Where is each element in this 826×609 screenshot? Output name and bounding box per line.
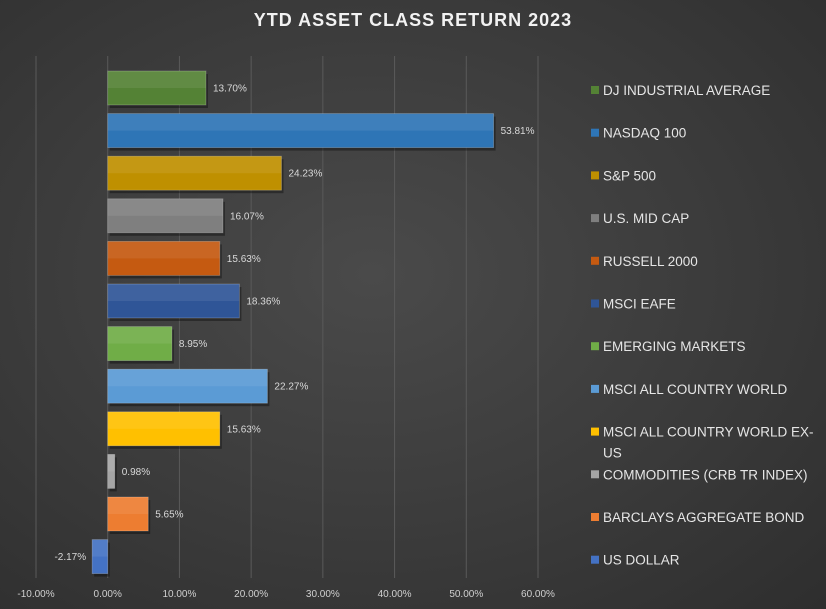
x-tick-label: 20.00%	[234, 589, 268, 600]
legend-item: EMERGING MARKETS	[603, 339, 746, 354]
bar	[91, 539, 109, 574]
legend-item: U.S. MID CAP	[603, 211, 689, 226]
data-label: 5.65%	[155, 510, 183, 521]
legend: DJ INDUSTRIAL AVERAGE NASDAQ 100 S&P 500 U.…	[591, 83, 814, 568]
bar	[107, 326, 173, 362]
bar	[107, 283, 240, 319]
x-tick-label: 30.00%	[306, 589, 340, 600]
legend-swatch	[591, 128, 599, 137]
bar	[107, 368, 268, 404]
bar	[107, 70, 207, 106]
legend-item: MSCI ALL COUNTRY WORLD	[603, 382, 788, 397]
legend-swatch	[591, 299, 599, 308]
bar	[107, 453, 116, 489]
bar-highlight	[107, 113, 494, 131]
legend-swatch	[591, 470, 599, 479]
legend-item: COMMODITIES (CRB TR INDEX)	[603, 467, 808, 482]
bar-highlight	[107, 454, 115, 472]
bar-highlight	[107, 369, 268, 387]
bar-highlight	[107, 198, 223, 216]
legend-swatch	[591, 86, 599, 94]
legend-swatch	[591, 555, 599, 564]
data-label: 13.70%	[213, 84, 247, 95]
legend-swatch	[591, 384, 599, 393]
data-label: 0.98%	[122, 467, 150, 478]
bar-highlight	[92, 539, 108, 557]
bar-highlight	[107, 71, 206, 88]
legend-item: BARCLAYS AGGREGATE BOND	[603, 510, 805, 525]
data-label: 15.63%	[227, 424, 261, 435]
bar	[107, 113, 495, 148]
data-label: 53.81%	[501, 126, 535, 137]
legend-item: S&P 500	[603, 168, 656, 183]
data-label: 8.95%	[179, 339, 207, 350]
legend-swatch	[591, 214, 599, 223]
legend-swatch	[591, 427, 599, 436]
data-label: 24.23%	[288, 169, 322, 180]
bar	[107, 240, 221, 276]
bar-highlight	[107, 326, 172, 344]
bar	[107, 198, 224, 234]
legend-item: US DOLLAR	[603, 553, 680, 568]
bars	[91, 70, 496, 577]
legend-item: RUSSELL 2000	[603, 254, 698, 269]
data-label: 16.07%	[230, 211, 264, 222]
x-tick-label: 60.00%	[521, 589, 555, 600]
bar	[107, 155, 282, 191]
legend-swatch	[591, 513, 599, 521]
bar-highlight	[107, 284, 240, 301]
bar-highlight	[107, 411, 220, 429]
x-tick-label: 40.00%	[378, 589, 412, 600]
x-axis-tick-labels: -10.00% 0.00% 10.00% 20.00% 30.00% 40.00% 50.0…	[17, 589, 555, 600]
legend-swatch	[591, 171, 599, 180]
x-tick-label: 10.00%	[162, 589, 196, 600]
bar-highlight	[107, 241, 220, 259]
legend-swatch	[591, 342, 599, 351]
data-labels: 13.70% 53.81% 24.23% 16.07% 15.63% 18.36% 8.95…	[54, 84, 534, 564]
legend-item: MSCI ALL COUNTRY WORLD EX-US	[603, 425, 814, 461]
x-tick-label: 0.00%	[94, 589, 122, 600]
x-tick-label: 50.00%	[449, 589, 483, 600]
legend-item: NASDAQ 100	[603, 126, 686, 141]
bar	[107, 411, 221, 447]
data-label: -2.17%	[54, 552, 86, 563]
bar-highlight	[107, 497, 149, 514]
bar	[107, 496, 149, 532]
data-label: 18.36%	[246, 297, 280, 308]
legend-swatch	[591, 256, 599, 265]
data-label: 15.63%	[227, 254, 261, 265]
chart-title: YTD ASSET CLASS RETURN 2023	[254, 10, 572, 30]
data-label: 22.27%	[274, 382, 308, 393]
x-tick-label: -10.00%	[17, 589, 54, 600]
bar-highlight	[107, 156, 282, 174]
legend-item: DJ INDUSTRIAL AVERAGE	[603, 83, 770, 98]
legend-item: MSCI EAFE	[603, 297, 676, 312]
